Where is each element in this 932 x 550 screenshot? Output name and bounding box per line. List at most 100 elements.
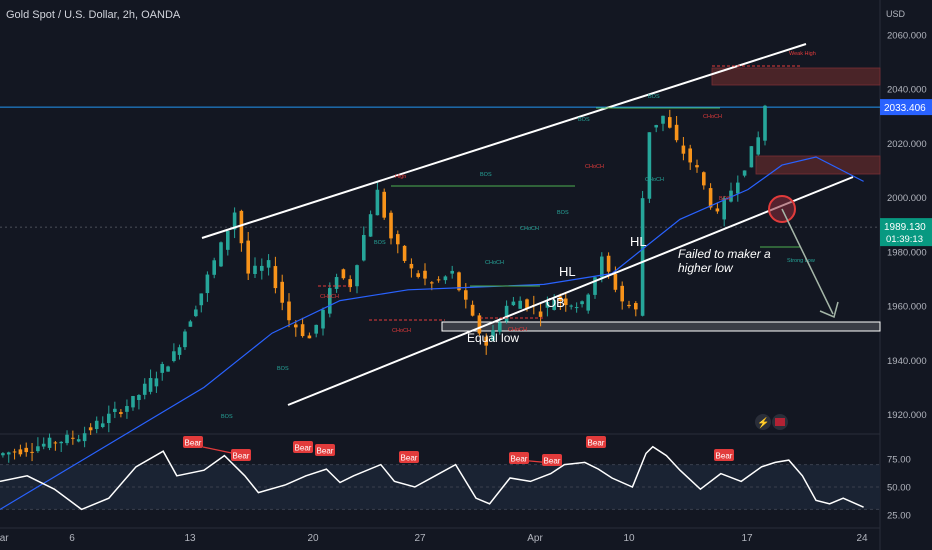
structure-tag: CHoCH	[585, 164, 604, 170]
candle-body	[6, 452, 11, 455]
candle-body	[1, 453, 5, 456]
candle-body	[205, 274, 210, 294]
candle-body	[430, 282, 434, 284]
rsi-tick-label: 25.00	[887, 511, 911, 522]
candle-body	[294, 324, 298, 328]
flash-icon[interactable]	[755, 414, 771, 430]
candle-body	[681, 145, 686, 154]
flash-icon-glyph: ⚡	[757, 416, 769, 429]
rsi-tick-label: 75.00	[887, 455, 911, 466]
bear-badge	[293, 441, 313, 453]
candle-body	[443, 276, 448, 281]
candle-body	[148, 378, 153, 392]
bear-badge-text: Bear	[401, 454, 418, 463]
candle-body	[30, 451, 34, 453]
candle-body	[563, 298, 568, 306]
candle-body	[321, 309, 325, 329]
candle-body	[232, 212, 237, 230]
last-price-text: 1989.130	[884, 222, 926, 233]
candle-body	[194, 309, 198, 317]
candle-body	[756, 137, 760, 155]
candle-body	[219, 242, 223, 267]
bear-badge	[542, 454, 562, 466]
x-tick-label: 24	[856, 533, 868, 544]
candle-body	[409, 263, 414, 269]
candle-body	[36, 446, 40, 452]
structure-tag: BOS	[648, 94, 660, 100]
structure-tag: CHoCH	[485, 260, 504, 266]
candle-body	[396, 234, 400, 245]
candle-body	[634, 303, 638, 310]
structure-tag: CHoCH	[392, 328, 411, 334]
candle-body	[654, 125, 658, 128]
candle-body	[423, 270, 427, 279]
bear-badge	[183, 436, 203, 448]
structure-tag: BOS	[221, 414, 233, 420]
candle-body	[18, 449, 23, 455]
hl-label-1: HL	[559, 264, 576, 279]
candle-body	[511, 301, 516, 306]
candle-body	[742, 170, 747, 176]
bear-badge	[231, 449, 251, 461]
candle-body	[375, 189, 380, 216]
structure-tag: CHoCH	[520, 226, 539, 232]
bear-badge	[714, 449, 734, 461]
candle-body	[137, 395, 141, 401]
bear-badge	[315, 444, 335, 456]
projection-arrow-head	[819, 301, 839, 319]
candle-body	[341, 269, 346, 279]
x-tick-label: 10	[623, 533, 635, 544]
candle-body	[668, 117, 672, 128]
candle-body	[53, 442, 58, 444]
candle-body	[695, 165, 699, 168]
structure-tag: CHoCH	[508, 327, 527, 333]
channel-upper-line	[201, 43, 807, 239]
candle-body	[518, 300, 522, 309]
candle-body	[457, 272, 461, 291]
candle-body	[183, 331, 187, 348]
bear-badge	[586, 436, 606, 448]
bear-badge-text: Bear	[317, 447, 334, 456]
candle-body	[160, 364, 165, 373]
ob-label: OB	[546, 295, 565, 310]
candle-body	[504, 305, 509, 322]
bear-badge-text: Bear	[233, 452, 250, 461]
candle-body	[88, 427, 93, 431]
candle-body	[24, 447, 29, 453]
candle-body	[647, 132, 652, 199]
candle-body	[569, 305, 573, 307]
candle-body	[464, 290, 468, 300]
candle-body	[82, 433, 87, 442]
candle-body	[538, 311, 543, 317]
candle-body	[586, 294, 590, 311]
candle-body	[226, 230, 230, 250]
candle-body	[593, 277, 597, 295]
candle-body	[525, 299, 529, 309]
candle-body	[763, 105, 767, 141]
candle-body	[470, 304, 475, 316]
candle-body	[708, 188, 713, 208]
y-tick-label: 2040.000	[887, 85, 927, 96]
candle-body	[246, 240, 250, 274]
moving-average-line	[0, 156, 864, 510]
bear-badge-text: Bear	[588, 439, 605, 448]
candle-body	[100, 423, 105, 427]
candle-body	[328, 288, 332, 314]
candle-body	[239, 210, 244, 244]
structure-tag: Weak High	[789, 51, 816, 57]
candle-body	[382, 191, 386, 218]
candle-body	[188, 321, 193, 327]
candle-body	[368, 214, 373, 237]
candle-body	[12, 451, 17, 453]
candle-body	[113, 408, 117, 412]
candle-body	[314, 324, 318, 334]
candle-body	[59, 441, 63, 444]
candle-body	[729, 190, 733, 202]
candle-body	[260, 265, 264, 271]
rsi-tick-label: 50.00	[887, 483, 911, 494]
supply-zone-lower	[755, 155, 881, 175]
candle-body	[436, 279, 441, 281]
structure-tag: BOS	[480, 172, 492, 178]
y-tick-label: 2020.000	[887, 139, 927, 150]
candle-body	[498, 322, 502, 332]
